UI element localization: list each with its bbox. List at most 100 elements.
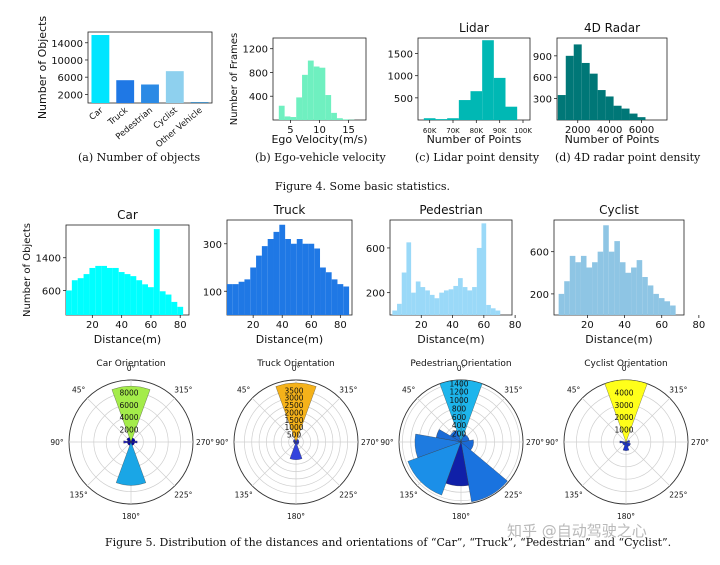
- velocity-xlabel: Ego Velocity(m/s): [271, 133, 367, 146]
- truck-dist-bar: [274, 232, 280, 315]
- pedestrian-orient-rtick-label: 1200: [449, 388, 468, 397]
- pedestrian-orient-rtick-label: 200: [452, 430, 467, 439]
- car-orient-rtick-label: 6000: [119, 401, 138, 410]
- pedestrian-dist-bar: [467, 290, 472, 315]
- truck-dist-bar: [256, 256, 262, 315]
- cyclist-dist-xtick-label: 60: [655, 320, 668, 331]
- pedestrian-orient-angle-label: 90°: [380, 438, 394, 447]
- lidar-bar: [506, 107, 518, 120]
- truck-dist-bar: [279, 225, 285, 315]
- truck-dist-bar: [297, 239, 303, 315]
- car-dist-bar: [142, 284, 148, 315]
- cyclist-orient-angle-label: 270°: [691, 438, 709, 447]
- car-dist-bar: [89, 268, 95, 315]
- pedestrian-dist-xlabel: Distance(m): [417, 333, 484, 346]
- pedestrian-orient-angle-label: 45°: [402, 386, 416, 395]
- car-dist-bar: [160, 291, 166, 315]
- pedestrian-orient-angle-label: 180°: [452, 512, 470, 521]
- cyclist-orient-rtick-label: 3000: [614, 401, 633, 410]
- cyclist-dist-bar: [587, 268, 593, 316]
- caption-d: (d) 4D radar point density: [555, 151, 700, 164]
- velocity-ytick-label: 400: [249, 92, 268, 103]
- lidar-ytick-label: 1500: [388, 50, 413, 61]
- car-orient-angle-label: 315°: [174, 386, 192, 395]
- car-orient-angle-label: 90°: [50, 438, 64, 447]
- velocity-bar: [285, 116, 291, 120]
- car-orient-rtick-label: 4000: [119, 413, 138, 422]
- objects-bar: [191, 102, 209, 103]
- car-dist-bar: [166, 295, 172, 315]
- pedestrian-orient-angle-label: 135°: [400, 490, 418, 499]
- pedestrian-dist-bar: [449, 289, 454, 315]
- truck-orient-angle-label: 270°: [361, 438, 379, 447]
- truck-dist-bar: [332, 279, 338, 315]
- car-dist-bar: [78, 278, 84, 315]
- pedestrian-orient-angle-label: 225°: [504, 490, 522, 499]
- car-dist-bar: [72, 280, 78, 315]
- car-dist-bar: [113, 268, 119, 315]
- pedestrian-orient-angle-label: 270°: [526, 438, 544, 447]
- truck-orient-angle-label: 180°: [287, 512, 305, 521]
- pedestrian-dist-bar: [421, 287, 426, 315]
- cyclist-dist-bar: [620, 262, 626, 315]
- objects-ytick-label: 6000: [58, 73, 83, 84]
- truck-dist-bar: [320, 268, 326, 316]
- pedestrian-dist-bar: [472, 287, 477, 315]
- truck-dist-bar: [285, 239, 291, 315]
- truck-dist-xtick-label: 20: [247, 320, 260, 331]
- car-dist-ytick-label: 1400: [36, 254, 61, 265]
- cyclist-dist-xlabel: Distance(m): [585, 333, 652, 346]
- truck-dist-bar: [233, 284, 239, 315]
- truck-dist-bar: [262, 246, 268, 315]
- figure4-caption: Figure 4. Some basic statistics.: [275, 180, 450, 193]
- cyclist-orient-title: Cyclist Orientation: [584, 359, 667, 369]
- cyclist-dist-bar: [670, 306, 676, 316]
- pedestrian-dist-xtick-label: 40: [446, 320, 459, 331]
- radar-ytick-label: 300: [533, 95, 552, 106]
- car-dist-bar: [101, 266, 107, 315]
- velocity-bar: [302, 75, 308, 120]
- cyclist-orient-spoke: [626, 442, 670, 486]
- truck-orient-angle-label: 45°: [237, 386, 251, 395]
- cyclist-dist-bar: [559, 294, 565, 315]
- car-dist-ylabel: Number of Objects: [22, 223, 33, 317]
- car-dist-bar: [119, 272, 125, 315]
- watermark: 知乎 @自动驾驶之心: [507, 520, 647, 541]
- truck-dist-xtick-label: 40: [276, 320, 289, 331]
- cyclist-dist-bar: [609, 252, 615, 315]
- cyclist-dist-bar: [575, 262, 581, 315]
- car-dist-bar: [171, 302, 177, 315]
- cyclist-dist-bar: [564, 281, 570, 315]
- cyclist-dist-xtick-label: 20: [581, 320, 594, 331]
- velocity-ylabel: Number of Frames: [229, 33, 240, 126]
- cyclist-dist-bar: [653, 294, 659, 315]
- pedestrian-dist-bar: [435, 298, 440, 315]
- caption-c: (c) Lidar point density: [415, 151, 539, 164]
- car-orient-rtick-label: 8000: [119, 388, 138, 397]
- car-dist-xlabel: Distance(m): [94, 333, 161, 346]
- pedestrian-dist-bar: [397, 304, 402, 315]
- pedestrian-dist-title: Pedestrian: [419, 203, 482, 217]
- pedestrian-dist-ytick-label: 200: [366, 289, 385, 300]
- truck-orient-angle-label: 225°: [339, 490, 357, 499]
- velocity-bar: [320, 68, 326, 120]
- radar-xlabel: Number of Points: [565, 133, 660, 146]
- objects-bar: [166, 71, 184, 103]
- car-dist-bar: [154, 229, 160, 315]
- truck-dist-bar: [303, 244, 309, 315]
- car-dist-xtick-label: 40: [115, 320, 128, 331]
- velocity-bar: [279, 106, 285, 120]
- objects-ytick-label: 2000: [58, 90, 83, 101]
- radar-bar: [574, 44, 582, 120]
- cyclist-dist-bar: [631, 268, 637, 316]
- truck-dist-bar: [308, 244, 314, 315]
- velocity-ytick-label: 1200: [243, 45, 268, 56]
- radar-bar: [590, 74, 598, 120]
- truck-orient-angle-label: 90°: [215, 438, 229, 447]
- radar-bar: [598, 90, 606, 120]
- cyclist-dist-bar: [581, 256, 587, 315]
